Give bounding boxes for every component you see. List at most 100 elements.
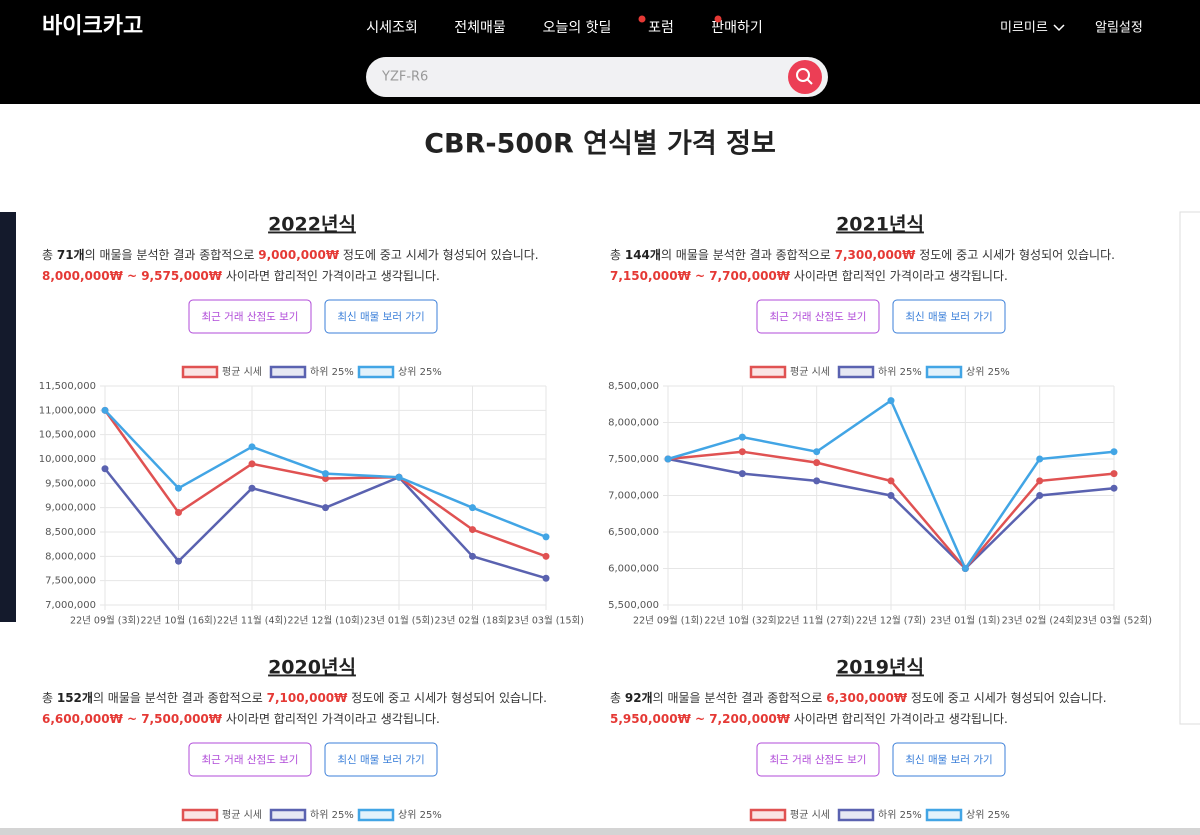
x-tick-label: 23년 03월 (52회) (1076, 615, 1152, 627)
y-tick-label: 9,000,000 (45, 503, 96, 514)
action-button[interactable] (188, 299, 312, 334)
legend-swatch (837, 808, 875, 822)
scrollbar (0, 828, 1200, 835)
x-tick-label: 22년 12월 (7회) (856, 615, 926, 627)
summary-part: 6,600,000₩ ~ 7,500,000₩ (42, 712, 223, 726)
summary-line: 7,150,000₩ ~ 7,700,000₩ 사이라면 합리적인 가격이라고 … (610, 269, 1008, 283)
data-point (887, 397, 895, 405)
data-point (1036, 492, 1044, 499)
summary-part: 의 매물을 분석한 결과 종합적으로 (93, 691, 267, 705)
data-point (469, 552, 476, 560)
data-point (542, 552, 550, 560)
data-point (469, 526, 476, 534)
data-point (322, 474, 329, 482)
action-button[interactable] (892, 742, 1006, 777)
data-point (664, 455, 672, 463)
search-icon (806, 78, 813, 85)
action-button[interactable] (756, 742, 880, 777)
data-point (813, 448, 821, 456)
x-tick-label: 23년 01월 (1회) (930, 615, 1000, 627)
legend-swatch (925, 808, 963, 822)
section-title: 2021년식 (836, 214, 924, 236)
summary-part: 144개 (625, 248, 661, 262)
summary-part: 의 매물을 분석한 결과 종합적으로 (653, 691, 827, 705)
data-point (738, 433, 746, 441)
legend-swatch (269, 808, 307, 822)
search-button[interactable] (788, 60, 822, 94)
x-tick-label: 22년 10월 (32회) (704, 615, 780, 627)
logo[interactable]: 바이크카고 (42, 14, 143, 39)
summary-part: 5,950,000₩ ~ 7,200,000₩ (610, 712, 791, 726)
action-button[interactable] (324, 742, 438, 777)
legend-swatch (269, 365, 307, 379)
y-tick-label: 6,500,000 (608, 527, 659, 538)
data-point (469, 504, 476, 512)
button-label[interactable]: 최근 거래 산점도 보기 (202, 754, 299, 766)
summary-part: 9,000,000₩ (258, 248, 340, 262)
data-point (813, 459, 821, 467)
summary-part: 152개 (57, 691, 93, 705)
button-label[interactable]: 최신 매물 보러 가기 (905, 311, 992, 323)
legend-swatch (181, 808, 219, 822)
legend-swatch (749, 365, 787, 379)
side-ad[interactable] (0, 212, 16, 622)
nav-item[interactable]: 판매하기 (711, 20, 763, 36)
legend-label: 평균 시세 (222, 809, 262, 821)
summary-part: 의 매물을 분석한 결과 종합적으로 (661, 248, 835, 262)
nav-item[interactable]: 오늘의 핫딜 (543, 20, 612, 36)
x-tick-label: 22년 12월 (10회) (288, 615, 364, 627)
summary-part: 총 (42, 248, 57, 262)
button-label[interactable]: 최신 매물 보러 가기 (337, 754, 424, 766)
button-label[interactable]: 최근 거래 산점도 보기 (202, 311, 299, 323)
y-tick-label: 6,000,000 (608, 564, 659, 575)
legend-swatch (357, 365, 395, 379)
legend-label: 상위 25% (398, 365, 442, 378)
legend-swatch (837, 365, 875, 379)
search-placeholder: YZF-R6 (381, 70, 428, 85)
legend-swatch (357, 808, 395, 822)
data-point (1036, 455, 1044, 463)
action-button[interactable] (324, 299, 438, 334)
button-label[interactable]: 최근 거래 산점도 보기 (770, 754, 867, 766)
y-tick-label: 11,500,000 (39, 381, 96, 392)
button-label[interactable]: 최신 매물 보러 가기 (905, 754, 992, 766)
action-button[interactable] (188, 742, 312, 777)
action-button[interactable] (892, 299, 1006, 334)
summary-part: 7,300,000₩ (835, 248, 917, 262)
summary-part: 사이라면 합리적인 가격이라고 생각됩니다. (790, 712, 1008, 726)
legend-label: 상위 25% (398, 808, 442, 821)
button-label[interactable]: 최신 매물 보러 가기 (337, 311, 424, 323)
data-point (887, 477, 895, 485)
user-menu[interactable]: 미르미르 (1000, 21, 1048, 36)
data-point (322, 504, 329, 512)
chevron (1053, 24, 1065, 32)
x-tick-label: 23년 02월 (24회) (1002, 615, 1078, 627)
summary-part: 사이라면 합리적인 가격이라고 생각됩니다. (790, 269, 1008, 283)
data-point (101, 465, 109, 473)
action-button[interactable] (756, 299, 880, 334)
nav-item[interactable]: 시세조회 (366, 20, 418, 36)
y-tick-label: 8,500,000 (45, 527, 96, 538)
nav-item[interactable]: 전체매물 (454, 20, 506, 36)
legend-label: 평균 시세 (790, 366, 830, 378)
summary-line: 총 71개의 매물을 분석한 결과 종합적으로 9,000,000₩ 정도에 중… (42, 248, 539, 262)
summary-part: 92개 (625, 691, 653, 705)
legend-swatch (749, 808, 787, 822)
summary-part: 정도에 중고 시세가 형성되어 있습니다. (907, 691, 1107, 705)
alerts-link[interactable]: 알림설정 (1095, 21, 1143, 36)
data-point (395, 473, 403, 481)
data-point (1036, 477, 1044, 485)
data-point (961, 565, 969, 572)
x-tick-label: 22년 10월 (16회) (141, 615, 217, 627)
data-point (175, 557, 182, 565)
nav-badge (638, 15, 646, 23)
data-point (738, 448, 746, 456)
nav-item[interactable]: 포럼 (648, 20, 674, 36)
summary-part: 정도에 중고 시세가 형성되어 있습니다. (347, 691, 547, 705)
button-label[interactable]: 최근 거래 산점도 보기 (770, 311, 867, 323)
x-tick-label: 22년 09월 (1회) (633, 615, 703, 627)
y-tick-label: 10,000,000 (39, 454, 96, 465)
summary-part: 7,100,000₩ (267, 691, 349, 705)
data-point (248, 443, 256, 451)
search-box[interactable] (366, 57, 828, 97)
